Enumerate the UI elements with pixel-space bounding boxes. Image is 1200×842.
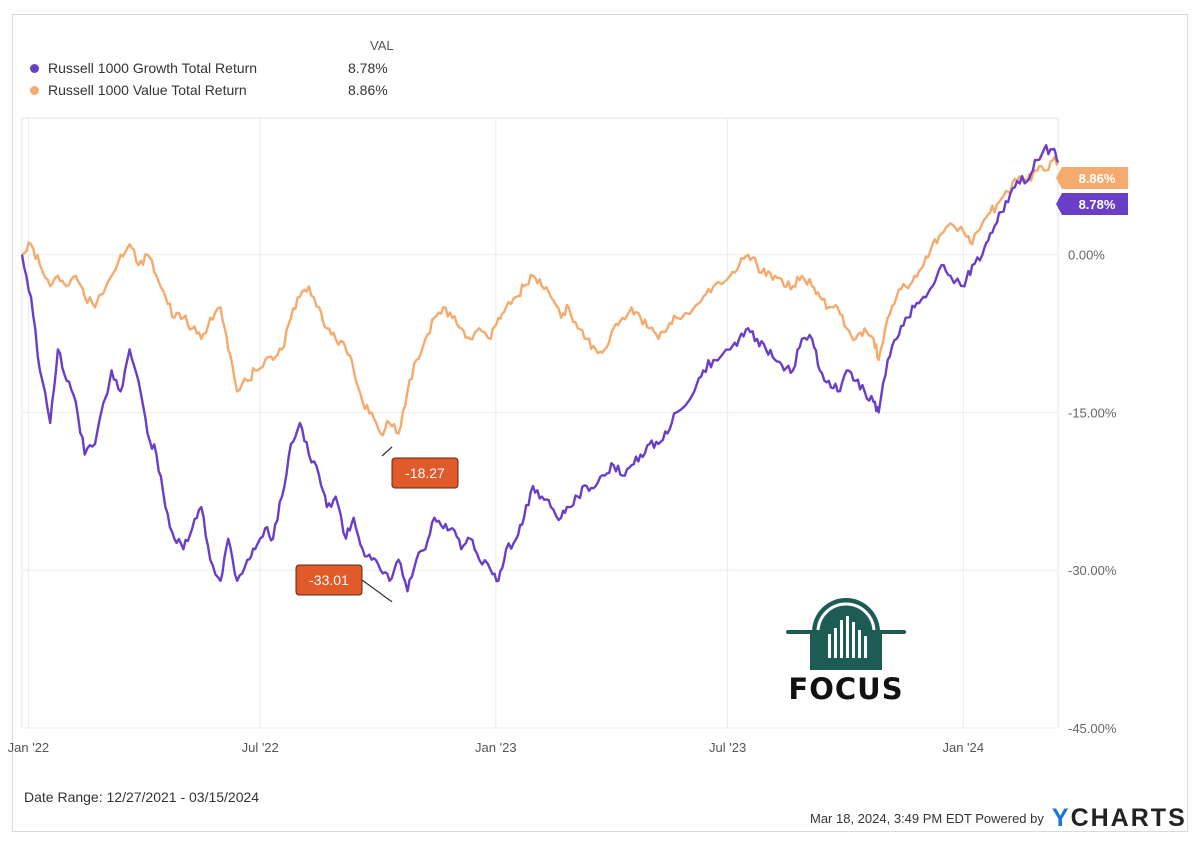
focus-logo-text: FOCUS — [788, 672, 904, 706]
y-tick-label: 0.00% — [1068, 248, 1105, 263]
x-tick-label: Jan '22 — [8, 740, 50, 755]
focus-logo-icon — [786, 598, 906, 670]
callout-leader — [361, 579, 393, 603]
ycharts-logo-y: Y — [1051, 804, 1071, 832]
timestamp: Mar 18, 2024, 3:49 PM EDT Powered by — [810, 811, 1044, 826]
ycharts-logo[interactable]: YCHARTS — [1052, 804, 1187, 833]
grid-lines — [21, 117, 1059, 729]
legend-header: VAL — [370, 38, 394, 53]
legend-label: Russell 1000 Value Total Return — [48, 82, 247, 98]
legend-value: 8.78% — [348, 60, 388, 76]
chart-frame — [12, 14, 1188, 832]
legend-item-value[interactable]: Russell 1000 Value Total Return 8.86% — [30, 82, 388, 98]
series-line-value — [21, 156, 1060, 437]
end-labels: 8.86% 8.78% — [1056, 167, 1128, 215]
legend-dot-value — [30, 85, 39, 95]
x-tick-label: Jan '23 — [475, 740, 517, 755]
tick-labels: 0.00% -15.00% -30.00% -45.00% Jan '22 Jul '22… — [8, 248, 1117, 755]
date-range: Date Range: 12/27/2021 - 03/15/2024 — [24, 789, 260, 805]
series-line-growth — [20, 144, 1060, 593]
focus-logo: FOCUS — [782, 590, 910, 708]
x-tick-label: Jul '23 — [709, 740, 746, 755]
y-tick-label: -30.00% — [1068, 563, 1117, 578]
y-tick-label: -45.00% — [1068, 721, 1117, 736]
series-lines — [20, 144, 1060, 593]
callout-box — [295, 564, 363, 596]
callout-label: -18.27 — [405, 465, 445, 481]
x-tick-label: Jan '24 — [942, 740, 984, 755]
callout-label: -33.01 — [309, 572, 349, 588]
callouts: -18.27 -33.01 — [295, 446, 459, 603]
ycharts-logo-text: CHARTS — [1070, 804, 1187, 832]
end-label-value: 8.86% — [1079, 171, 1116, 186]
callout-leader — [381, 446, 393, 457]
end-label-growth-box — [1056, 193, 1128, 215]
legend-item-growth[interactable]: Russell 1000 Growth Total Return 8.78% — [30, 60, 388, 76]
legend-label: Russell 1000 Growth Total Return — [48, 60, 258, 76]
callout-box — [391, 457, 459, 489]
end-label-value-box — [1056, 167, 1128, 189]
end-label-growth: 8.78% — [1079, 197, 1116, 212]
legend-value: 8.86% — [348, 82, 388, 98]
footer-attribution: Mar 18, 2024, 3:49 PM EDT Powered by YCH… — [810, 804, 1187, 833]
y-tick-label: -15.00% — [1068, 405, 1117, 420]
legend-dot-growth — [30, 63, 39, 73]
x-tick-label: Jul '22 — [242, 740, 279, 755]
